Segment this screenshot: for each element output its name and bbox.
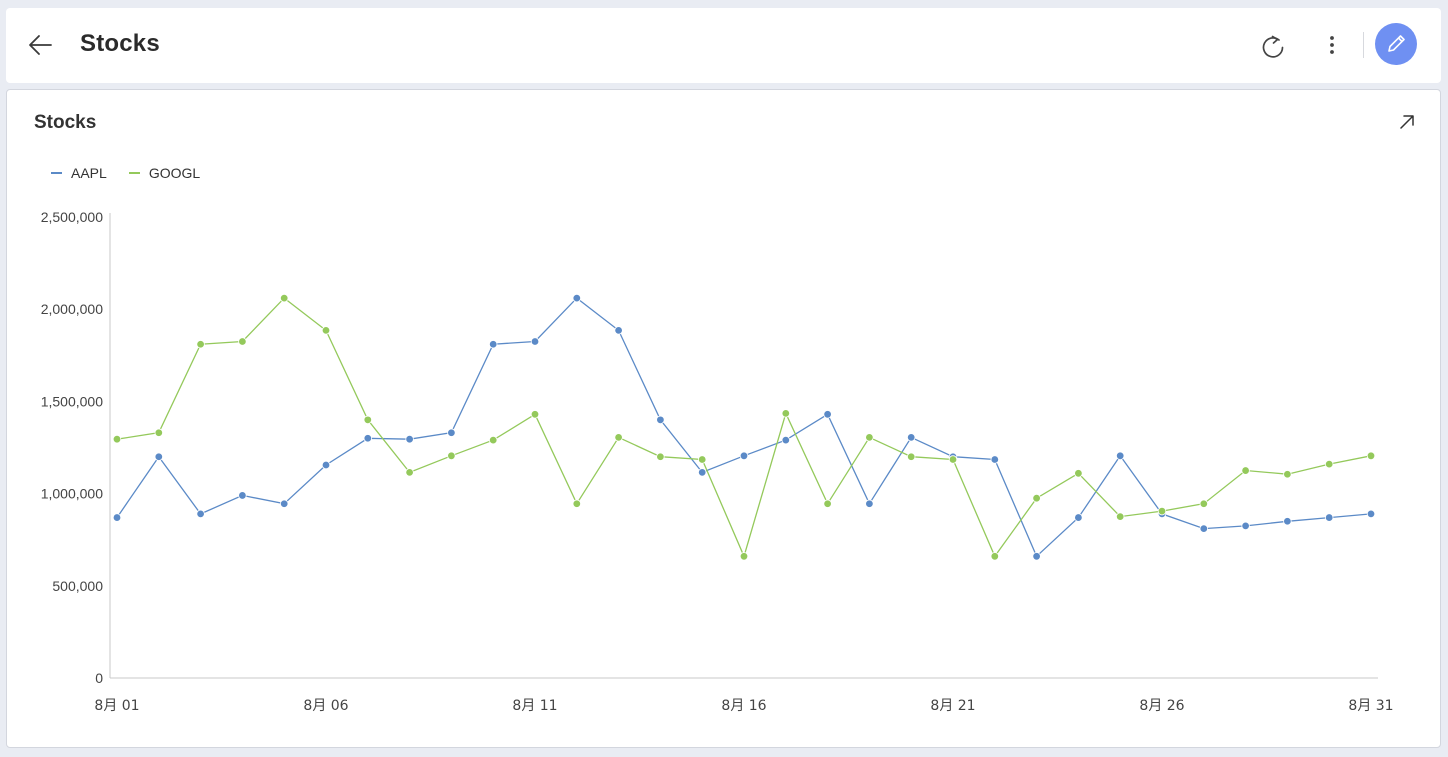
legend-swatch-aapl: [51, 172, 62, 174]
data-point-googl: [1283, 470, 1292, 479]
more-vertical-icon: [1330, 36, 1334, 54]
data-point-aapl: [781, 435, 790, 445]
data-point-aapl: [321, 460, 331, 470]
data-point-googl: [1157, 506, 1167, 516]
data-point-googl: [614, 433, 623, 442]
refresh-button[interactable]: [1258, 31, 1288, 61]
data-point-googl: [698, 455, 707, 464]
data-point-aapl: [405, 435, 414, 444]
data-point-googl: [739, 552, 749, 561]
data-point-aapl: [1324, 513, 1334, 522]
y-tick-label: 1,000,000: [41, 486, 103, 502]
data-point-googl: [948, 455, 958, 464]
line-chart: 0 500,000 1,000,000 1,500,000 2,000,000 2,500…: [41, 209, 1394, 714]
series-line-aapl: [116, 297, 1372, 558]
data-point-googl: [907, 452, 916, 461]
data-point-aapl: [196, 509, 205, 519]
data-point-aapl: [1032, 552, 1041, 561]
data-point-aapl: [1115, 451, 1125, 460]
data-point-aapl: [489, 340, 498, 349]
data-point-googl: [990, 552, 999, 561]
expand-arrow-icon: [1400, 115, 1414, 129]
toolbar-divider: [1363, 32, 1364, 58]
data-point-googl: [405, 468, 414, 477]
data-point-googl: [447, 451, 456, 460]
data-point-googl: [1115, 512, 1125, 521]
data-point-googl: [489, 435, 498, 445]
arrow-left-icon: [29, 35, 52, 55]
expand-button[interactable]: [1397, 112, 1417, 132]
page-title: Stocks: [80, 30, 160, 57]
x-tick-label: 8月 06: [303, 698, 348, 714]
data-point-aapl: [823, 410, 832, 419]
data-point-aapl: [280, 499, 289, 508]
chart-legend: AAPL GOOGL: [51, 165, 200, 181]
y-tick-label: 1,500,000: [41, 393, 103, 409]
data-point-googl: [321, 326, 331, 335]
data-point-googl: [196, 340, 205, 349]
legend-label-googl: GOOGL: [148, 165, 201, 181]
top-bar: Stocks: [6, 8, 1441, 83]
data-point-aapl: [656, 415, 665, 425]
data-point-googl: [1199, 499, 1208, 508]
series-line-googl: [116, 297, 1372, 559]
x-tick-label: 8月 11: [512, 698, 557, 714]
data-point-aapl: [1241, 521, 1250, 531]
pencil-icon: [1388, 35, 1405, 52]
x-tick-label: 8月 21: [930, 698, 975, 714]
data-point-aapl: [238, 491, 247, 500]
card-title: Stocks: [34, 112, 97, 133]
data-point-googl: [865, 433, 874, 442]
data-point-aapl: [907, 433, 916, 442]
data-point-googl: [112, 435, 122, 444]
data-point-aapl: [1074, 513, 1083, 522]
y-tick-label: 2,000,000: [41, 301, 103, 317]
data-point-googl: [1032, 494, 1041, 503]
legend-label-aapl: AAPL: [71, 165, 107, 181]
edit-button[interactable]: [1375, 23, 1417, 65]
y-tick-label: 0: [95, 670, 103, 686]
data-point-aapl: [530, 337, 540, 346]
data-point-aapl: [1199, 524, 1208, 533]
data-point-googl: [656, 452, 665, 461]
data-point-googl: [823, 499, 832, 508]
data-point-googl: [1366, 451, 1376, 460]
data-point-aapl: [572, 293, 581, 303]
back-button[interactable]: [26, 30, 56, 60]
more-options-button[interactable]: [1320, 31, 1344, 61]
legend-swatch-googl: [128, 172, 140, 174]
data-point-aapl: [698, 468, 707, 477]
data-point-googl: [154, 428, 163, 437]
refresh-icon: [1262, 35, 1284, 58]
data-point-googl: [363, 415, 372, 425]
data-point-googl: [1241, 466, 1250, 475]
data-point-aapl: [1366, 509, 1376, 519]
chart-card: Stocks AAPL GOOGL 0 500,000 1,000,000 1,500…: [6, 89, 1441, 748]
data-point-aapl: [112, 513, 122, 522]
data-point-aapl: [447, 428, 456, 437]
x-tick-label: 8月 26: [1139, 698, 1184, 714]
data-point-aapl: [990, 455, 999, 464]
data-point-aapl: [739, 451, 749, 460]
data-point-aapl: [614, 326, 623, 335]
x-tick-label: 8月 16: [721, 698, 766, 714]
data-point-aapl: [865, 499, 874, 508]
data-point-googl: [238, 337, 247, 346]
data-point-googl: [572, 499, 581, 508]
y-tick-label: 2,500,000: [41, 209, 103, 225]
legend-item-googl[interactable]: GOOGL: [128, 165, 201, 181]
data-point-googl: [1074, 469, 1083, 478]
x-tick-label: 8月 01: [94, 698, 139, 714]
y-tick-label: 500,000: [52, 578, 103, 594]
data-point-googl: [280, 293, 289, 303]
data-point-googl: [781, 409, 790, 418]
data-point-aapl: [154, 452, 163, 461]
data-point-aapl: [363, 434, 372, 443]
data-point-googl: [530, 410, 540, 419]
x-tick-label: 8月 31: [1348, 698, 1393, 714]
data-point-googl: [1324, 459, 1334, 469]
data-point-aapl: [1283, 517, 1292, 526]
legend-item-aapl[interactable]: AAPL: [51, 165, 107, 181]
